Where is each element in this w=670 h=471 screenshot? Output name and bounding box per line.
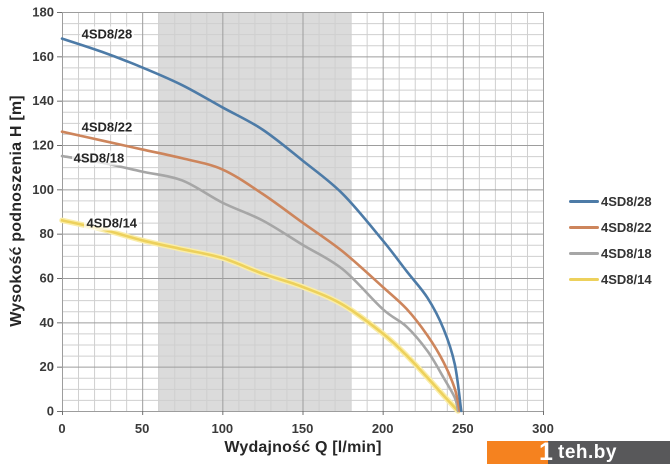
watermark-numeral-one: 1 — [539, 438, 553, 466]
svg-text:160: 160 — [32, 49, 54, 64]
svg-text:80: 80 — [40, 226, 54, 241]
svg-text:0: 0 — [47, 404, 54, 419]
legend-line-swatch-4sd8-22 — [569, 226, 599, 229]
legend: 4SD8/28 4SD8/22 4SD8/18 4SD8/14 — [569, 194, 652, 287]
x-tick-labels: 0 50 100 150 200 250 300 — [58, 421, 553, 436]
svg-text:40: 40 — [40, 315, 54, 330]
svg-text:60: 60 — [40, 271, 54, 286]
legend-line-swatch-4sd8-14 — [569, 278, 599, 281]
svg-text:120: 120 — [32, 138, 54, 153]
legend-label-4sd8-22: 4SD8/22 — [601, 220, 652, 235]
legend-label-4sd8-18: 4SD8/18 — [601, 246, 652, 261]
legend-item-4sd8-28: 4SD8/28 — [569, 194, 652, 209]
legend-item-4sd8-18: 4SD8/18 — [569, 246, 652, 261]
legend-item-4sd8-14: 4SD8/14 — [569, 272, 652, 287]
x-axis-title: Wydajność Q [l/min] — [224, 439, 382, 456]
legend-label-4sd8-14: 4SD8/14 — [601, 272, 652, 287]
y-tick-labels: 0 20 40 60 80 100 120 140 160 180 — [32, 5, 54, 419]
svg-text:150: 150 — [292, 421, 314, 436]
legend-line-swatch-4sd8-18 — [569, 252, 599, 255]
axis-ticks — [57, 12, 544, 415]
svg-text:50: 50 — [135, 421, 149, 436]
watermark-site-name: teh.by — [558, 441, 617, 463]
curve-4sd8-14 — [60, 219, 460, 413]
curve-4sd8-18 — [60, 154, 460, 413]
y-axis-title: Wysokość podnoszenia H [m] — [8, 95, 25, 327]
curve-4sd8-28 — [60, 37, 463, 413]
legend-line-swatch-4sd8-28 — [569, 200, 599, 203]
watermark-dark-block: 1 teh.by — [539, 438, 670, 466]
svg-text:200: 200 — [372, 421, 394, 436]
watermark-logo: 1 teh.by — [487, 438, 670, 466]
curve-label-4sd8-22: 4SD8/22 — [79, 119, 135, 135]
curve-label-4sd8-14: 4SD8/14 — [84, 215, 140, 231]
legend-label-4sd8-28: 4SD8/28 — [601, 194, 652, 209]
svg-text:100: 100 — [32, 182, 54, 197]
curve-label-4sd8-28: 4SD8/28 — [79, 26, 135, 42]
curve-label-4sd8-18: 4SD8/18 — [71, 150, 127, 166]
legend-item-4sd8-22: 4SD8/22 — [569, 220, 652, 235]
svg-text:0: 0 — [58, 421, 65, 436]
svg-text:140: 140 — [32, 93, 54, 108]
svg-text:250: 250 — [452, 421, 474, 436]
svg-text:180: 180 — [32, 5, 54, 20]
watermark-orange-block — [487, 441, 548, 464]
svg-text:300: 300 — [532, 421, 554, 436]
svg-text:20: 20 — [40, 359, 54, 374]
svg-text:100: 100 — [211, 421, 233, 436]
curve-4sd8-22 — [60, 130, 461, 413]
